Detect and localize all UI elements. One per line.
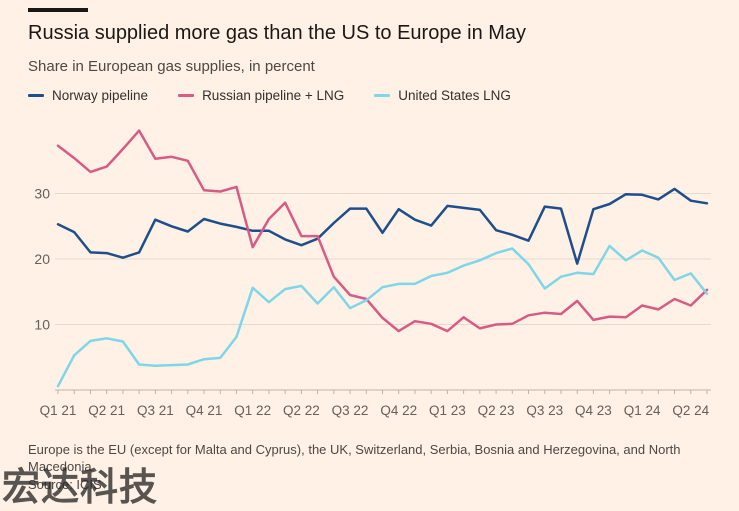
x-tick-label: Q1 23 (429, 403, 466, 418)
x-tick-label: Q2 21 (88, 403, 125, 418)
legend-swatch-us (374, 94, 391, 97)
x-tick-label: Q2 24 (672, 403, 709, 418)
line-chart: 10 20 30 Q1 21 Q2 21 Q3 21 Q4 21 Q1 22 Q2 22 Q3 2… (34, 129, 711, 418)
x-tick-label: Q4 22 (380, 403, 417, 418)
legend-item-norway: Norway pipeline (28, 88, 148, 103)
x-tick-label: Q3 23 (526, 403, 563, 418)
chart-title: Russia supplied more gas than the US to … (28, 22, 527, 44)
x-tick-label: Q3 22 (332, 403, 369, 418)
top-rule (28, 8, 88, 12)
series-line-1 (56, 129, 709, 333)
y-tick-label: 30 (34, 186, 50, 202)
legend-label-russia: Russian pipeline + LNG (202, 88, 345, 103)
source-note: Source: ICIS (28, 477, 102, 492)
legend-swatch-norway (28, 94, 44, 97)
legend-item-us: United States LNG (374, 88, 511, 103)
x-tick-label: Q2 23 (478, 403, 515, 418)
legend-item-russia: Russian pipeline + LNG (178, 88, 344, 103)
x-tick-label: Q2 22 (283, 403, 320, 418)
x-tick-label: Q4 23 (575, 403, 612, 418)
x-tick-label: Q4 21 (186, 403, 223, 418)
x-tick-label: Q3 21 (137, 403, 174, 418)
series-line-0 (56, 187, 709, 265)
x-tick-label: Q1 22 (234, 403, 271, 418)
legend: Norway pipeline Russian pipeline + LNG U… (28, 88, 541, 103)
x-tick-label: Q1 24 (624, 403, 661, 418)
y-tick-label: 20 (34, 251, 50, 267)
x-tick-label: Q1 21 (40, 403, 77, 418)
legend-label-us: United States LNG (398, 88, 511, 103)
watermark: 宏达科技 (2, 467, 159, 509)
chart-subtitle: Share in European gas supplies, in perce… (28, 58, 315, 75)
footnote: Europe is the EU (except for Malta and C… (28, 442, 681, 474)
y-tick-label: 10 (34, 317, 50, 333)
legend-label-norway: Norway pipeline (52, 88, 149, 103)
series-line-2 (56, 244, 709, 388)
legend-swatch-russia (178, 94, 195, 97)
